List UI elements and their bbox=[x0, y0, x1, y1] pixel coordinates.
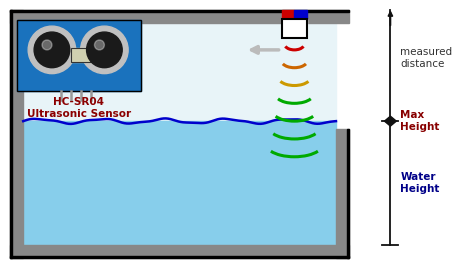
Bar bbox=[10, 10, 12, 258]
Text: Max
Height: Max Height bbox=[401, 110, 440, 132]
Bar bbox=[10, 10, 349, 23]
Bar bbox=[282, 19, 307, 38]
Bar bbox=[10, 256, 349, 258]
Bar bbox=[10, 10, 23, 258]
Bar bbox=[17, 20, 141, 91]
Bar bbox=[71, 48, 91, 62]
Bar bbox=[23, 121, 336, 245]
Text: measured
distance: measured distance bbox=[401, 47, 452, 69]
Polygon shape bbox=[384, 116, 396, 126]
Circle shape bbox=[42, 40, 52, 50]
Bar bbox=[282, 10, 294, 19]
Bar bbox=[17, 20, 141, 91]
Circle shape bbox=[87, 32, 122, 68]
Bar bbox=[336, 129, 349, 258]
Text: Water
Height: Water Height bbox=[401, 172, 440, 194]
Bar bbox=[71, 48, 91, 62]
Text: HC-SR04
Ultrasonic Sensor: HC-SR04 Ultrasonic Sensor bbox=[27, 97, 131, 119]
Bar bbox=[10, 245, 349, 258]
Circle shape bbox=[28, 26, 76, 74]
Bar bbox=[10, 10, 349, 12]
Bar bbox=[294, 10, 307, 19]
Bar bbox=[347, 129, 349, 258]
Bar bbox=[23, 23, 336, 121]
Circle shape bbox=[94, 40, 104, 50]
Bar bbox=[282, 19, 307, 38]
Circle shape bbox=[81, 26, 128, 74]
Circle shape bbox=[34, 32, 70, 68]
